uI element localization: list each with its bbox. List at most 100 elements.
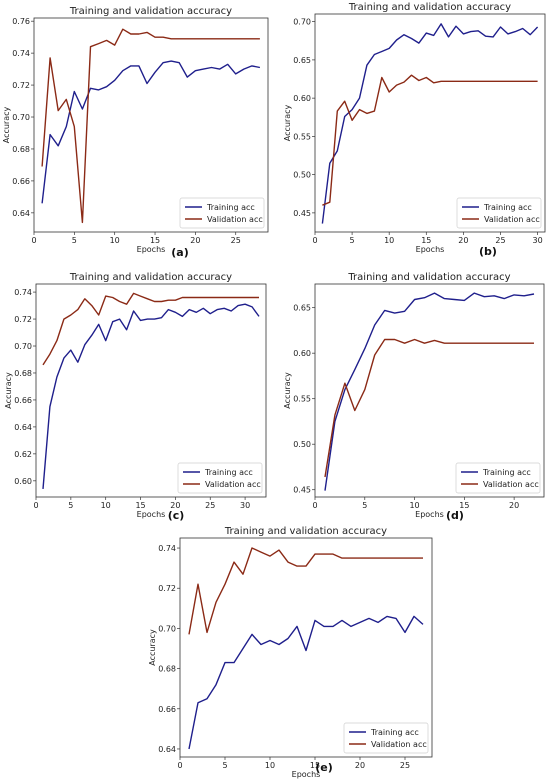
- plot-frame: [314, 13, 546, 233]
- x-axis-label: Epochs: [137, 245, 166, 254]
- y-tick-label: 0.62: [14, 450, 32, 459]
- x-tick-label: 15: [310, 761, 320, 770]
- x-axis-label: Epochs: [415, 510, 444, 519]
- x-tick-label: 30: [532, 236, 542, 245]
- x-axis-label: Epochs: [416, 245, 445, 254]
- chart-title: Training and validation accuracy: [348, 2, 511, 13]
- x-tick-label: 0: [33, 501, 38, 510]
- y-tick-label: 0.70: [12, 113, 30, 122]
- x-tick-label: 5: [72, 236, 77, 245]
- x-tick-label: 10: [409, 501, 419, 510]
- y-axis-label: Accuracy: [148, 629, 157, 666]
- legend-entry: Training acc: [482, 468, 531, 477]
- legend-entry: Validation acc: [207, 215, 263, 224]
- panel-caption: (a): [171, 246, 188, 259]
- chart-panel-3: Training and validation accuracy 0 5 10 15 20…: [283, 272, 545, 522]
- x-tick-label: 20: [458, 236, 468, 245]
- chart-title: Training and validation accuracy: [69, 6, 232, 17]
- panel-caption: (b): [479, 245, 497, 258]
- y-tick-label: 0.70: [14, 342, 32, 351]
- x-tick-label: 20: [170, 501, 180, 510]
- y-tick-label: 0.70: [158, 624, 176, 633]
- x-tick-label: 0: [312, 501, 317, 510]
- legend-box: [179, 197, 265, 229]
- legend-entry: Validation acc: [205, 480, 261, 489]
- y-tick-label: 0.60: [293, 94, 311, 103]
- x-tick-label: 0: [312, 236, 317, 245]
- y-tick-label: 0.55: [293, 132, 311, 141]
- x-axis-label: Epochs: [292, 770, 321, 779]
- y-axis-label: Accuracy: [283, 104, 292, 141]
- x-tick-label: 25: [205, 501, 215, 510]
- chart-panel-2: Training and validation accuracy 0 5 10 15 20…: [4, 272, 267, 522]
- y-tick-label: 0.72: [12, 81, 30, 90]
- y-tick-label: 0.74: [14, 288, 32, 297]
- series-line-validation: [41, 28, 260, 224]
- legend-entry: Training acc: [206, 203, 255, 212]
- plot-frame: [314, 283, 545, 498]
- legend-box: [455, 462, 541, 494]
- x-tick-label: 25: [231, 236, 241, 245]
- chart-title: Training and validation accuracy: [69, 272, 232, 283]
- y-tick-label: 0.68: [14, 369, 32, 378]
- y-tick-label: 0.45: [293, 486, 311, 495]
- chart-panel-0: Training and validation accuracy 0 5 10 15 20…: [2, 6, 269, 259]
- legend-entry: Validation acc: [371, 740, 427, 749]
- legend-entry: Validation acc: [483, 480, 539, 489]
- y-tick-label: 0.68: [158, 665, 176, 674]
- plot-frame: [35, 283, 267, 498]
- y-tick-label: 0.64: [158, 745, 176, 754]
- x-tick-label: 10: [265, 761, 275, 770]
- series-line-training: [321, 23, 539, 224]
- y-tick-label: 0.66: [158, 705, 176, 714]
- plot-frame: [33, 17, 269, 233]
- x-tick-label: 5: [222, 761, 227, 770]
- plot-frame: [179, 537, 433, 758]
- x-tick-label: 15: [421, 236, 431, 245]
- legend-entry: Training acc: [483, 203, 532, 212]
- chart-title: Training and validation accuracy: [347, 272, 510, 283]
- y-axis-label: Accuracy: [4, 372, 13, 409]
- y-tick-label: 0.76: [12, 17, 30, 26]
- x-tick-label: 0: [177, 761, 182, 770]
- legend-entry: Validation acc: [484, 215, 540, 224]
- series-line-training: [188, 615, 424, 750]
- x-tick-label: 20: [190, 236, 200, 245]
- x-tick-label: 25: [495, 236, 505, 245]
- y-tick-label: 0.60: [14, 477, 32, 486]
- x-tick-label: 15: [150, 236, 160, 245]
- x-tick-label: 15: [135, 501, 145, 510]
- y-axis-label: Accuracy: [2, 106, 11, 143]
- y-tick-label: 0.55: [293, 395, 311, 404]
- y-tick-label: 0.66: [12, 177, 30, 186]
- y-tick-label: 0.65: [293, 56, 311, 65]
- legend-entry: Training acc: [370, 728, 419, 737]
- legend-box: [456, 197, 542, 229]
- y-tick-label: 0.64: [12, 209, 30, 218]
- series-line-validation: [188, 547, 423, 635]
- x-tick-label: 5: [350, 236, 355, 245]
- panel-caption: (e): [315, 761, 333, 774]
- y-tick-label: 0.64: [14, 423, 32, 432]
- y-tick-label: 0.74: [12, 49, 30, 58]
- legend-box: [177, 462, 263, 494]
- x-tick-label: 25: [400, 761, 410, 770]
- series-line-validation: [324, 338, 534, 478]
- chart-panel-4: Training and validation accuracy 0 5 10 15 20…: [148, 526, 433, 779]
- series-line-training: [42, 303, 260, 489]
- y-tick-label: 0.45: [293, 209, 311, 218]
- y-axis-label: Accuracy: [283, 372, 292, 409]
- panel-caption: (c): [168, 509, 185, 522]
- legend-entry: Training acc: [204, 468, 253, 477]
- y-tick-label: 0.68: [12, 145, 30, 154]
- y-tick-label: 0.66: [14, 396, 32, 405]
- x-tick-label: 20: [509, 501, 519, 510]
- chart-title: Training and validation accuracy: [224, 526, 387, 537]
- chart-panel-1: Training and validation accuracy 0 5 10 15 20…: [283, 2, 546, 258]
- y-tick-label: 0.50: [293, 440, 311, 449]
- x-tick-label: 5: [68, 501, 73, 510]
- y-tick-label: 0.50: [293, 171, 311, 180]
- y-tick-label: 0.65: [293, 304, 311, 313]
- x-tick-label: 0: [31, 236, 36, 245]
